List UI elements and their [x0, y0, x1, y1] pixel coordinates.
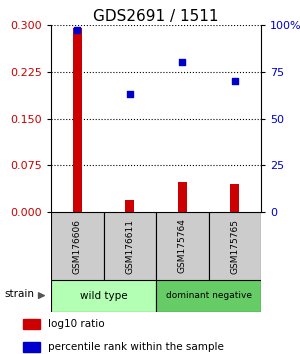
- Text: strain: strain: [4, 289, 34, 299]
- Text: GSM175765: GSM175765: [230, 218, 239, 274]
- Point: [128, 91, 132, 97]
- Bar: [23, 342, 40, 352]
- Text: percentile rank within the sample: percentile rank within the sample: [48, 342, 224, 352]
- Text: GSM175764: GSM175764: [178, 218, 187, 274]
- Bar: [208, 212, 261, 280]
- Bar: [51, 212, 104, 280]
- Point: [180, 59, 185, 65]
- Bar: [51, 280, 156, 312]
- Text: dominant negative: dominant negative: [166, 291, 251, 300]
- Text: GSM176611: GSM176611: [125, 218, 134, 274]
- Bar: [156, 212, 208, 280]
- Text: wild type: wild type: [80, 291, 127, 301]
- Bar: [103, 212, 156, 280]
- Point: [232, 78, 237, 84]
- Bar: [230, 184, 239, 212]
- Text: GSM176606: GSM176606: [73, 218, 82, 274]
- Point: [75, 28, 80, 33]
- Text: log10 ratio: log10 ratio: [48, 319, 105, 329]
- Bar: [156, 280, 261, 312]
- Bar: [73, 28, 82, 212]
- Bar: [125, 200, 134, 212]
- Bar: [23, 319, 40, 329]
- Bar: [178, 182, 187, 212]
- Title: GDS2691 / 1511: GDS2691 / 1511: [93, 8, 219, 24]
